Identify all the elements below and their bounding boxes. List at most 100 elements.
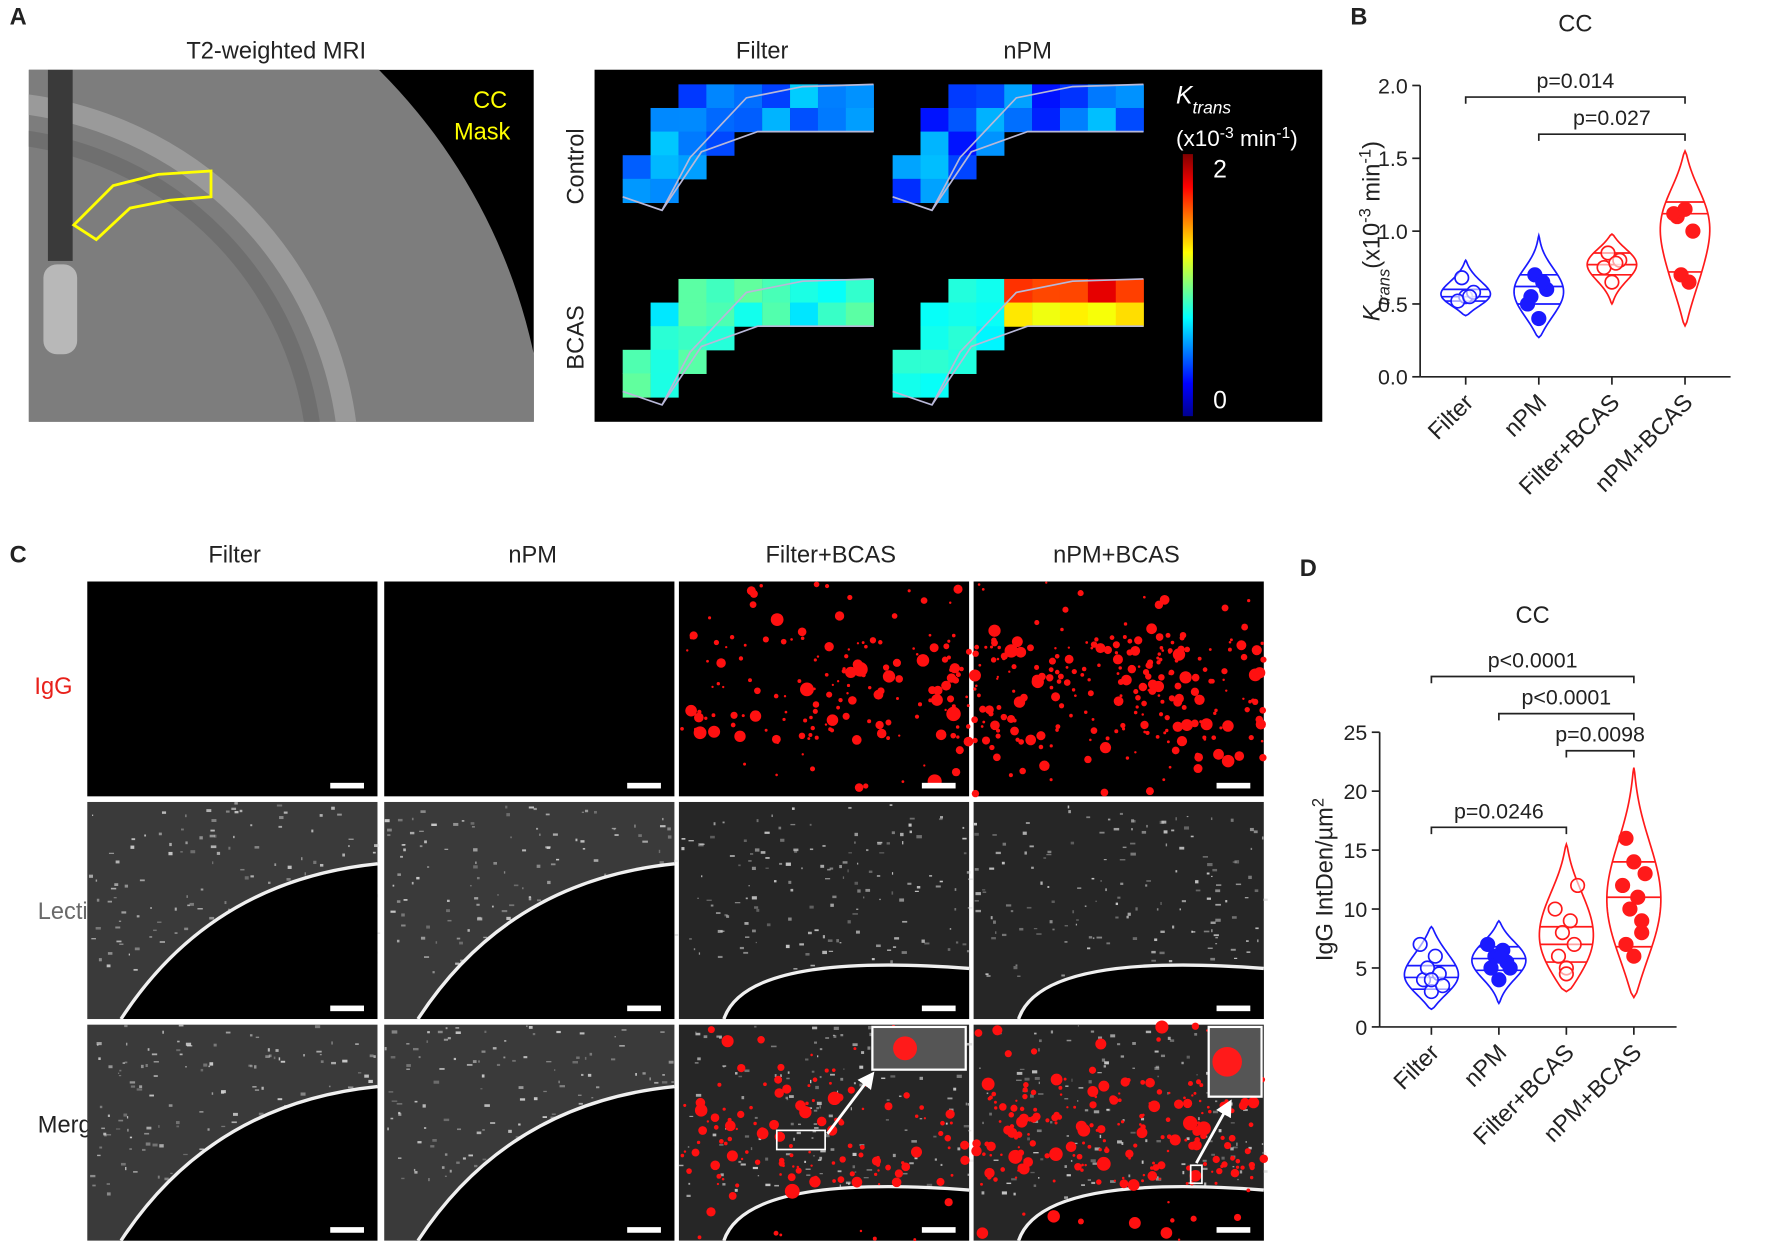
data-point (1558, 966, 1574, 982)
vessel (1203, 930, 1210, 933)
vessel (830, 1073, 835, 1076)
vessel (1230, 818, 1234, 822)
vessel (206, 809, 212, 813)
data-point (1423, 972, 1439, 988)
igg-signal (914, 1114, 919, 1118)
vessel (596, 1086, 600, 1089)
vessel (475, 861, 477, 864)
igg-signal (1145, 730, 1150, 736)
vessel (809, 823, 812, 826)
vessel (1040, 881, 1043, 885)
scale-bar (921, 1227, 956, 1233)
igg-signal (985, 705, 994, 715)
igg-signal (783, 694, 787, 698)
igg-signal (769, 1119, 779, 1130)
vessel (396, 900, 401, 903)
igg-signal (1039, 760, 1050, 772)
igg-signal (1208, 648, 1212, 651)
igg-signal (971, 1145, 982, 1157)
vessel (422, 1104, 426, 1108)
vessel (401, 924, 406, 927)
vessel (107, 1114, 110, 1117)
vessel (127, 1128, 129, 1132)
vessel (848, 852, 852, 854)
igg-signal (808, 732, 813, 737)
igg-signal (876, 728, 887, 739)
vessel (120, 1162, 126, 1166)
vessel (392, 884, 395, 887)
igg-signal (1109, 1095, 1119, 1105)
vessel (368, 1079, 373, 1084)
vessel (755, 941, 757, 944)
vessel (579, 1032, 585, 1035)
igg-signal (1168, 695, 1176, 702)
igg-signal (1123, 622, 1128, 626)
vessel (439, 1067, 445, 1070)
vessel (829, 867, 834, 870)
igg-signal (1009, 1124, 1015, 1129)
vessel (1239, 1170, 1243, 1174)
vessel (267, 1048, 270, 1052)
igg-signal (1127, 1179, 1140, 1191)
igg-signal (1222, 720, 1234, 732)
data-point (1550, 948, 1567, 964)
vessel (695, 1032, 701, 1036)
heat-cell (1032, 302, 1061, 327)
vessel (863, 1177, 869, 1179)
vessel (722, 1183, 726, 1186)
vessel (836, 1090, 839, 1093)
data-point (1547, 901, 1563, 917)
igg-signal (1121, 727, 1126, 731)
vessel (890, 1075, 896, 1078)
vessel (387, 828, 392, 832)
igg-signal (1234, 751, 1245, 761)
igg-signal (898, 734, 901, 737)
roi-outline (892, 325, 1144, 406)
vessel (717, 929, 723, 933)
vessel (847, 869, 849, 873)
igg-signal (800, 682, 814, 697)
igg-signal (1095, 1038, 1107, 1050)
vessel (820, 1150, 826, 1153)
igg-signal (1224, 1141, 1232, 1150)
vessel (725, 1128, 727, 1130)
igg-signal (1159, 646, 1164, 650)
vessel (1168, 960, 1173, 963)
vessel (1107, 818, 1111, 821)
heat-cell (678, 302, 707, 327)
vessel (786, 1098, 789, 1101)
igg-signal (1030, 1048, 1038, 1055)
igg-signal (782, 1164, 785, 1168)
igg-signal (1162, 778, 1166, 782)
vessel (856, 862, 859, 865)
vessel (986, 1092, 989, 1095)
heat-cell (1032, 84, 1061, 109)
igg-signal (1145, 787, 1154, 796)
igg-signal (1202, 1162, 1208, 1167)
igg-signal (1049, 1147, 1063, 1161)
heat-cell (678, 349, 707, 374)
igg-signal (971, 716, 978, 724)
igg-signal (743, 762, 747, 766)
igg-signal (941, 680, 952, 691)
vessel (840, 1034, 844, 1037)
igg-signal (1246, 1188, 1251, 1193)
igg-signal (847, 648, 851, 651)
vessel (1013, 1192, 1016, 1196)
vessel (374, 844, 379, 848)
igg-signal (1229, 638, 1233, 642)
igg-signal (1126, 649, 1133, 656)
igg-signal (1202, 667, 1208, 672)
vessel (483, 936, 488, 939)
igg-signal (980, 1182, 983, 1186)
vessel (455, 962, 460, 965)
vessel (319, 1053, 322, 1056)
igg-signal (754, 1159, 761, 1165)
vessel (1034, 1032, 1037, 1035)
igg-signal (729, 634, 735, 640)
igg-signal (730, 722, 736, 728)
igg-signal (809, 766, 816, 772)
row-title: IgG (34, 674, 72, 700)
igg-signal (1197, 656, 1202, 661)
vessel (1117, 1043, 1121, 1046)
